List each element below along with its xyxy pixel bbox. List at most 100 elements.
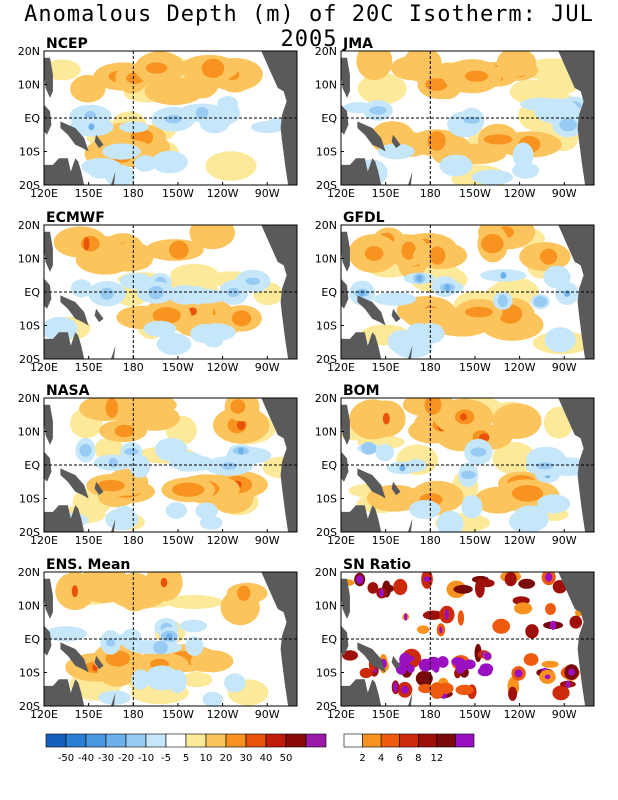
contour-fill bbox=[237, 420, 246, 430]
contour-fill bbox=[559, 118, 577, 132]
contour-fill bbox=[481, 234, 504, 254]
land-mass bbox=[391, 655, 401, 670]
colorbar-swatch bbox=[105, 733, 127, 748]
contour-fill bbox=[165, 114, 182, 124]
x-tick-label: 150E bbox=[372, 361, 400, 374]
land-mass bbox=[94, 308, 104, 323]
contour-fill bbox=[114, 424, 135, 438]
x-tick-label: 150W bbox=[162, 534, 194, 547]
map-panel: ECMWF 120E 150E 180 150W 120W 90W 20N 10N EQ 10S 20… bbox=[18, 210, 298, 374]
y-tick-label: 10N bbox=[315, 253, 337, 266]
contour-fill bbox=[512, 142, 534, 169]
x-tick-label: 90W bbox=[255, 708, 280, 721]
land-mass bbox=[341, 231, 350, 272]
y-tick-label: 10S bbox=[19, 667, 40, 680]
contour-fill bbox=[496, 51, 536, 77]
x-tick-label: 120W bbox=[207, 708, 239, 721]
y-tick-label: 10S bbox=[19, 320, 40, 333]
y-tick-label: 20N bbox=[18, 219, 40, 232]
contour-fill bbox=[45, 626, 87, 642]
x-tick-label: 90W bbox=[552, 361, 577, 374]
land-mass bbox=[391, 308, 401, 323]
contour-fill bbox=[364, 246, 384, 261]
colorbar-swatch bbox=[185, 733, 207, 748]
x-tick-label: 150E bbox=[75, 534, 103, 547]
contour-fill bbox=[437, 656, 449, 668]
contour-fill bbox=[438, 682, 454, 694]
x-tick-label: 120E bbox=[30, 708, 58, 721]
contour-fill bbox=[180, 672, 213, 688]
contour-fill bbox=[569, 615, 583, 629]
y-tick-label: 20N bbox=[18, 392, 40, 405]
x-tick-label: 120E bbox=[327, 534, 355, 547]
land-mass bbox=[111, 345, 116, 359]
map-panel: BOM 120E 150E 180 150W 120W 90W 20N 10N EQ 10S 20S bbox=[315, 383, 595, 547]
colorbar-label: 2 bbox=[359, 753, 365, 764]
land-mass bbox=[60, 121, 89, 152]
contour-fill bbox=[375, 444, 394, 462]
y-tick-label: 20S bbox=[316, 700, 337, 713]
x-tick-label: 120E bbox=[30, 361, 58, 374]
contour-fill bbox=[416, 275, 423, 282]
anomaly-colorbar: -50 -40 -30 -20 -10 -5 5 10 20 30 40 50 bbox=[45, 733, 327, 764]
y-tick-label: 10S bbox=[19, 146, 40, 159]
contour-fill bbox=[404, 613, 408, 621]
y-tick-label: EQ bbox=[24, 286, 40, 299]
contour-fill bbox=[552, 685, 570, 701]
y-tick-label: 10N bbox=[18, 79, 40, 92]
colorbar-swatch bbox=[417, 733, 438, 748]
contour-fill bbox=[119, 121, 149, 133]
contour-fill bbox=[109, 242, 154, 270]
land-mass bbox=[585, 572, 594, 582]
x-tick-label: 120E bbox=[327, 708, 355, 721]
y-tick-label: 20S bbox=[19, 526, 40, 539]
colorbar-swatch bbox=[305, 733, 327, 748]
x-tick-label: 120W bbox=[207, 187, 239, 200]
y-tick-label: 10S bbox=[19, 493, 40, 506]
land-mass bbox=[261, 51, 297, 185]
contour-fill bbox=[185, 636, 204, 656]
y-tick-label: EQ bbox=[24, 633, 40, 646]
land-mass bbox=[408, 171, 413, 185]
y-tick-label: 10S bbox=[316, 493, 337, 506]
y-tick-label: 20S bbox=[19, 179, 40, 192]
contour-fill bbox=[545, 572, 553, 582]
contour-fill bbox=[100, 287, 114, 300]
land-mass bbox=[261, 225, 297, 359]
panel-title: NASA bbox=[46, 383, 90, 399]
contour-fill bbox=[460, 470, 476, 480]
colorbar-label: 40 bbox=[260, 753, 273, 764]
y-tick-label: 20S bbox=[316, 526, 337, 539]
colorbar-swatch bbox=[399, 733, 419, 748]
contour-fill bbox=[512, 162, 539, 179]
contour-fill bbox=[71, 585, 78, 598]
map-panel: JMA 120E 150E 180 150W 120W 90W 20N 10N EQ 10S 20S bbox=[315, 36, 595, 200]
x-tick-label: 180 bbox=[123, 187, 144, 200]
y-tick-label: 10N bbox=[315, 600, 337, 613]
land-mass bbox=[558, 225, 594, 359]
x-tick-label: 180 bbox=[123, 534, 144, 547]
x-tick-label: 90W bbox=[552, 708, 577, 721]
land-mass bbox=[341, 158, 382, 185]
land-mass bbox=[111, 171, 116, 185]
contour-fill bbox=[523, 653, 539, 666]
x-tick-label: 150W bbox=[162, 361, 194, 374]
contour-fill bbox=[102, 143, 141, 160]
colorbar-label: -20 bbox=[118, 753, 134, 764]
land-mass bbox=[288, 225, 297, 235]
contour-fill bbox=[508, 509, 542, 532]
contour-fill bbox=[88, 123, 95, 131]
x-tick-label: 180 bbox=[420, 361, 441, 374]
x-tick-label: 120E bbox=[30, 187, 58, 200]
land-mass bbox=[585, 225, 594, 235]
contour-fill bbox=[418, 683, 433, 694]
colorbar-swatch bbox=[165, 733, 187, 748]
contour-fill bbox=[465, 306, 493, 318]
land-mass bbox=[391, 134, 401, 149]
panel-title: GFDL bbox=[343, 210, 385, 226]
contour-fill bbox=[145, 665, 179, 691]
contour-fill bbox=[227, 287, 240, 298]
contour-fill bbox=[87, 164, 116, 179]
contour-fill bbox=[217, 96, 239, 111]
